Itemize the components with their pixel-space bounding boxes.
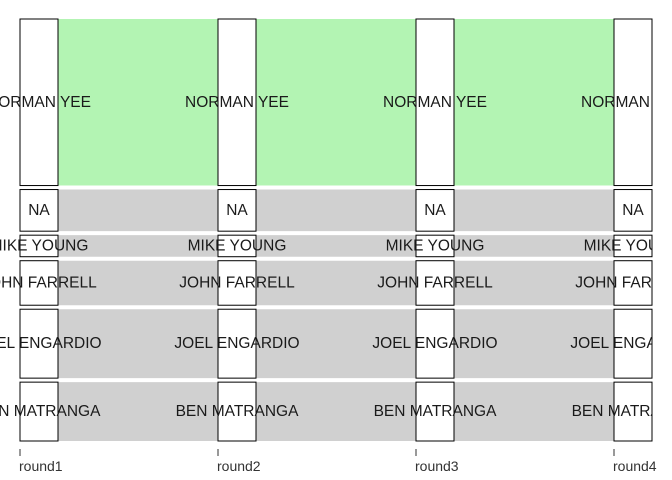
- stratum-joel-engardio-round1[interactable]: [19, 308, 59, 379]
- stratum-norman-yee-round1[interactable]: [19, 18, 59, 187]
- stratum-norman-yee-round2[interactable]: [217, 18, 257, 187]
- stratum-na-round3[interactable]: [415, 189, 455, 232]
- stratum-label-norman-yee-round4: NORMAN YEE: [581, 94, 672, 111]
- flow-john-farrell-2: [256, 260, 416, 306]
- stratum-label-john-farrell-round4: JOHN FARRELL: [575, 274, 672, 291]
- stratum-na-round2[interactable]: [217, 189, 257, 232]
- stratum-label-norman-yee-round3: NORMAN YEE: [383, 94, 487, 111]
- stratum-label-ben-matranga-round4: BEN MATRANGA: [572, 403, 672, 420]
- flow-na-3: [454, 189, 614, 232]
- stratum-john-farrell-round2[interactable]: [217, 260, 257, 306]
- flow-ben-matranga-1: [58, 382, 218, 441]
- flow-joel-engardio-1: [58, 309, 218, 379]
- stratum-norman-yee-round4[interactable]: [613, 18, 653, 187]
- stratum-label-mike-young-round3: MIKE YOUNG: [386, 237, 485, 254]
- x-axis-tick-label-round3: round3: [415, 458, 459, 474]
- flow-norman-yee-2: [256, 19, 416, 186]
- x-axis-tick-label-round1: round1: [19, 458, 63, 474]
- flow-mike-young-3: [454, 235, 614, 257]
- stratum-na-round1[interactable]: [19, 189, 59, 232]
- stratum-label-mike-young-round1: MIKE YOUNG: [0, 237, 88, 254]
- stratum-mike-young-round1[interactable]: [19, 234, 59, 258]
- stratum-label-norman-yee-round2: NORMAN YEE: [185, 94, 289, 111]
- stratum-label-mike-young-round4: MIKE YOUNG: [584, 237, 672, 254]
- flow-john-farrell-1: [58, 260, 218, 306]
- stratum-ben-matranga-round4[interactable]: [613, 381, 653, 442]
- stratum-label-na-round1: NA: [28, 202, 50, 219]
- flow-joel-engardio-3: [454, 309, 614, 379]
- flow-joel-engardio-2: [256, 309, 416, 379]
- stratum-label-joel-engardio-round1: JOEL ENGARDIO: [0, 335, 102, 352]
- stratum-label-na-round3: NA: [424, 202, 446, 219]
- stratum-john-farrell-round3[interactable]: [415, 260, 455, 306]
- stratum-joel-engardio-round3[interactable]: [415, 308, 455, 379]
- stratum-label-na-round2: NA: [226, 202, 248, 219]
- stratum-label-john-farrell-round2: JOHN FARRELL: [179, 274, 295, 291]
- stratum-label-norman-yee-round1: NORMAN YEE: [0, 94, 91, 111]
- stratum-label-ben-matranga-round1: BEN MATRANGA: [0, 403, 101, 420]
- flow-mike-young-1: [58, 235, 218, 257]
- stratum-label-na-round4: NA: [622, 202, 644, 219]
- stratum-label-joel-engardio-round4: JOEL ENGARDIO: [570, 335, 672, 352]
- x-axis-tick-label-round4: round4: [613, 458, 657, 474]
- x-axis-tick-label-round2: round2: [217, 458, 261, 474]
- stratum-john-farrell-round4[interactable]: [613, 260, 653, 306]
- stratum-label-john-farrell-round3: JOHN FARRELL: [377, 274, 493, 291]
- stratum-ben-matranga-round1[interactable]: [19, 381, 59, 442]
- flow-ben-matranga-2: [256, 382, 416, 441]
- stratum-label-ben-matranga-round3: BEN MATRANGA: [374, 403, 498, 420]
- stratum-mike-young-round3[interactable]: [415, 234, 455, 258]
- stratum-label-joel-engardio-round2: JOEL ENGARDIO: [174, 335, 299, 352]
- stratum-ben-matranga-round2[interactable]: [217, 381, 257, 442]
- flow-na-2: [256, 189, 416, 232]
- flow-na-1: [58, 189, 218, 232]
- flow-ben-matranga-3: [454, 382, 614, 441]
- flow-norman-yee-1: [58, 19, 218, 186]
- flow-mike-young-2: [256, 235, 416, 257]
- stratum-label-ben-matranga-round2: BEN MATRANGA: [176, 403, 300, 420]
- stratum-mike-young-round4[interactable]: [613, 234, 653, 258]
- stratum-joel-engardio-round4[interactable]: [613, 308, 653, 379]
- stratum-label-john-farrell-round1: JOHN FARRELL: [0, 274, 97, 291]
- stratum-na-round4[interactable]: [613, 189, 653, 232]
- stratum-label-joel-engardio-round3: JOEL ENGARDIO: [372, 335, 497, 352]
- stratum-label-mike-young-round2: MIKE YOUNG: [188, 237, 287, 254]
- stratum-ben-matranga-round3[interactable]: [415, 381, 455, 442]
- flow-john-farrell-3: [454, 260, 614, 306]
- stratum-norman-yee-round3[interactable]: [415, 18, 455, 187]
- stratum-mike-young-round2[interactable]: [217, 234, 257, 258]
- flow-norman-yee-3: [454, 19, 614, 186]
- stratum-john-farrell-round1[interactable]: [19, 260, 59, 306]
- stratum-joel-engardio-round2[interactable]: [217, 308, 257, 379]
